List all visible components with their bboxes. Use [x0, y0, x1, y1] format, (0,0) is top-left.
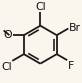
Text: O: O [4, 30, 12, 40]
Text: F: F [68, 61, 74, 71]
Text: Br: Br [69, 23, 81, 33]
Text: Cl: Cl [1, 62, 12, 72]
Text: Cl: Cl [35, 2, 46, 12]
